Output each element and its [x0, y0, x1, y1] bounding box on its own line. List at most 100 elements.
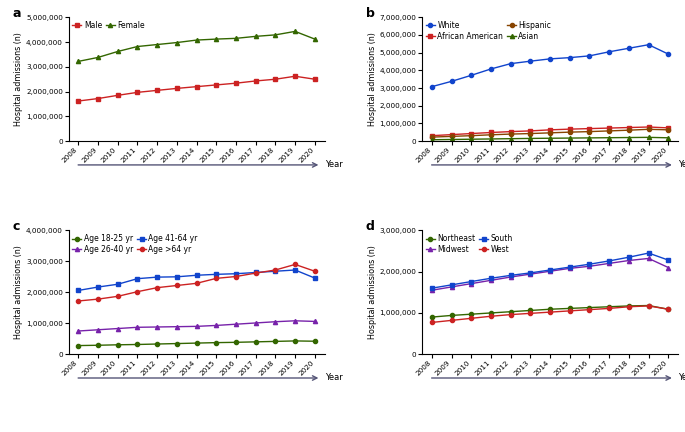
Female — [311, 36, 319, 41]
Legend: Northeast, Midwest, South, West: Northeast, Midwest, South, West — [426, 234, 513, 254]
Age 41-64 yr — [251, 270, 260, 275]
Female — [271, 32, 279, 38]
White — [586, 53, 594, 58]
Legend: Age 18-25 yr, Age 26-40 yr, Age 41-64 yr, Age >64 yr: Age 18-25 yr, Age 26-40 yr, Age 41-64 yr… — [73, 234, 198, 254]
Hispanic — [645, 127, 653, 132]
Age >64 yr — [153, 285, 161, 290]
South — [566, 264, 574, 270]
Age 26-40 yr — [114, 326, 122, 331]
Asian — [526, 136, 534, 141]
West — [447, 318, 456, 323]
Age >64 yr — [114, 294, 122, 299]
Age >64 yr — [291, 262, 299, 267]
Age 18-25 yr — [114, 342, 122, 347]
Age >64 yr — [74, 299, 82, 304]
Asian — [566, 136, 574, 141]
Line: White: White — [429, 43, 671, 89]
Midwest — [546, 269, 554, 274]
Midwest — [526, 272, 534, 277]
Midwest — [586, 264, 594, 269]
Text: Year: Year — [678, 374, 685, 382]
Hispanic — [664, 127, 673, 133]
Northeast — [487, 310, 495, 315]
Northeast — [586, 305, 594, 310]
White — [546, 56, 554, 61]
West — [467, 316, 475, 321]
Age 26-40 yr — [251, 321, 260, 326]
South — [546, 267, 554, 273]
Midwest — [625, 258, 633, 263]
White — [526, 59, 534, 64]
West — [664, 307, 673, 312]
Female — [251, 34, 260, 39]
African American — [487, 130, 495, 135]
Northeast — [526, 308, 534, 313]
Age 26-40 yr — [232, 321, 240, 327]
Age 26-40 yr — [271, 319, 279, 324]
Hispanic — [526, 131, 534, 136]
White — [566, 55, 574, 60]
Age 41-64 yr — [153, 274, 161, 280]
Age 41-64 yr — [192, 273, 201, 278]
Female — [173, 40, 181, 45]
Hispanic — [586, 129, 594, 134]
Age 41-64 yr — [94, 284, 102, 289]
Hispanic — [566, 130, 574, 135]
Asian — [605, 135, 613, 140]
Age 18-25 yr — [192, 340, 201, 346]
Hispanic — [467, 133, 475, 138]
Midwest — [645, 256, 653, 261]
Male — [192, 84, 201, 89]
Male — [153, 88, 161, 93]
Midwest — [664, 265, 673, 270]
African American — [467, 131, 475, 136]
Female — [134, 44, 142, 49]
South — [526, 270, 534, 276]
African American — [605, 125, 613, 130]
Age 18-25 yr — [173, 341, 181, 346]
Male — [271, 76, 279, 82]
Female — [232, 36, 240, 41]
Northeast — [645, 303, 653, 308]
Age 26-40 yr — [311, 319, 319, 324]
White — [664, 51, 673, 57]
Asian — [664, 135, 673, 140]
Text: c: c — [12, 220, 19, 233]
Northeast — [427, 314, 436, 320]
Male — [94, 96, 102, 101]
Text: Year: Year — [325, 374, 342, 382]
Age 18-25 yr — [291, 338, 299, 343]
West — [645, 303, 653, 308]
South — [447, 282, 456, 287]
Northeast — [546, 307, 554, 312]
Line: Hispanic: Hispanic — [429, 127, 671, 139]
Age 18-25 yr — [153, 341, 161, 346]
South — [605, 258, 613, 264]
Age 26-40 yr — [74, 328, 82, 334]
West — [487, 314, 495, 319]
Age >64 yr — [251, 270, 260, 276]
Northeast — [506, 309, 514, 314]
Asian — [467, 137, 475, 142]
Age >64 yr — [232, 274, 240, 279]
Age >64 yr — [94, 296, 102, 302]
Line: African American: African American — [429, 125, 671, 138]
Male — [251, 78, 260, 83]
Age 18-25 yr — [251, 339, 260, 344]
White — [605, 49, 613, 54]
Age 26-40 yr — [94, 327, 102, 332]
White — [625, 46, 633, 51]
Age >64 yr — [173, 283, 181, 288]
West — [605, 306, 613, 311]
Hispanic — [447, 134, 456, 139]
Asian — [625, 135, 633, 140]
Age 18-25 yr — [311, 339, 319, 344]
Asian — [546, 136, 554, 141]
Age 18-25 yr — [212, 340, 221, 345]
Text: Year: Year — [325, 160, 342, 169]
West — [526, 311, 534, 316]
African American — [526, 128, 534, 133]
African American — [447, 132, 456, 137]
White — [427, 84, 436, 89]
Midwest — [427, 288, 436, 293]
